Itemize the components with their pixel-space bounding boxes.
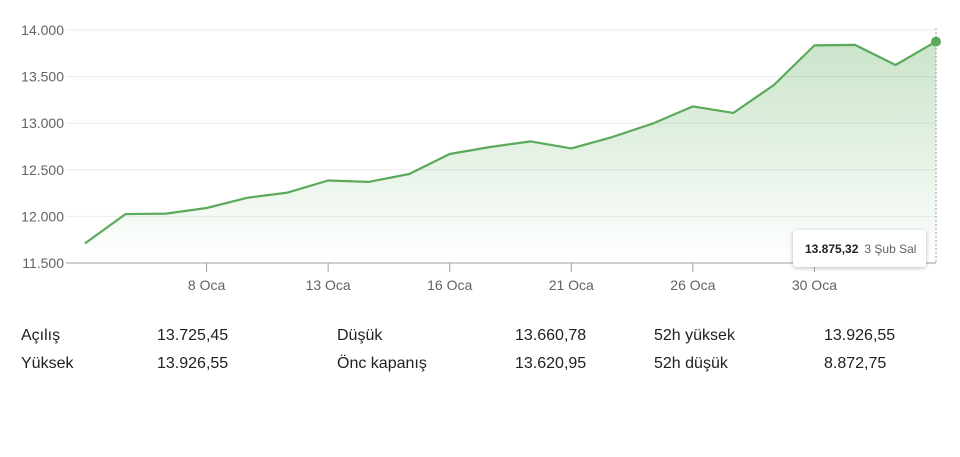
stat-label-open: Açılış (21, 327, 61, 344)
y-tick-label: 11.500 (22, 255, 64, 271)
x-tick-label: 26 Oca (670, 277, 715, 293)
stat-value-prev-close: 13.620,95 (515, 355, 587, 372)
stats-table: Açılış 13.725,45 Düşük 13.660,78 52h yük… (21, 326, 921, 382)
stat-value-52w-high: 13.926,55 (824, 327, 896, 344)
y-tick-label: 13.500 (21, 69, 64, 85)
stat-label-52w-high: 52h yüksek (654, 327, 735, 344)
tooltip-value: 13.875,32 (805, 241, 859, 256)
y-tick-label: 12.000 (21, 208, 64, 224)
series-area (85, 41, 936, 263)
stat-label-52w-low: 52h düşük (654, 355, 728, 372)
stats-row: Yüksek 13.926,55 Önc kapanış 13.620,95 5… (21, 354, 921, 382)
x-tick-label: 21 Oca (549, 277, 594, 293)
price-chart: 11.500 12.000 12.500 13.000 13.500 14.000 8 Oc… (21, 22, 941, 293)
stat-value-open: 13.725,45 (157, 327, 229, 344)
y-tick-label: 13.000 (21, 115, 64, 131)
x-tick-label: 13 Oca (306, 277, 351, 293)
stats-row: Açılış 13.725,45 Düşük 13.660,78 52h yük… (21, 326, 921, 354)
hover-point (931, 36, 941, 47)
stat-value-low: 13.660,78 (515, 327, 587, 344)
x-tick-label: 8 Oca (188, 277, 226, 293)
hover-tooltip: 13.875,32 3 Şub Sal (793, 230, 927, 267)
series-line (84, 40, 937, 245)
x-tick-label: 30 Oca (792, 277, 837, 293)
y-tick-label: 12.500 (21, 162, 64, 178)
stat-label-prev-close: Önc kapanış (337, 355, 427, 372)
y-tick-label: 14.000 (21, 22, 64, 38)
stat-label-high: Yüksek (21, 355, 74, 372)
stat-value-high: 13.926,55 (157, 355, 229, 372)
stat-label-low: Düşük (337, 327, 383, 344)
tooltip-date: 3 Şub Sal (864, 241, 917, 256)
x-tick-label: 16 Oca (427, 277, 472, 293)
stat-value-52w-low: 8.872,75 (824, 355, 887, 372)
